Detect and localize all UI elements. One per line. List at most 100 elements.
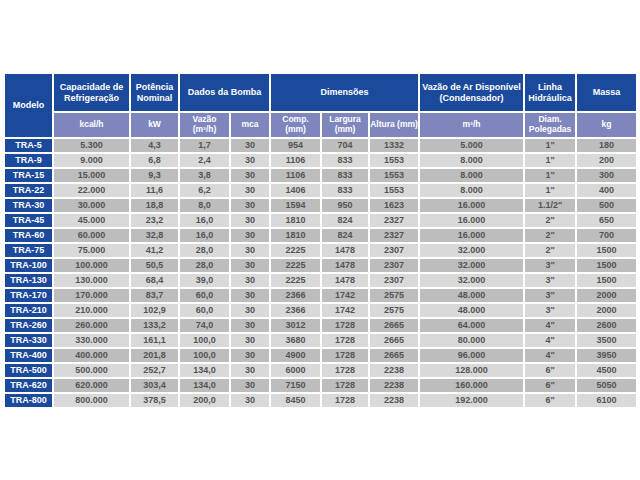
model-cell: TRA-130	[5, 274, 52, 287]
data-cell: 133,2	[131, 319, 178, 332]
data-cell: 32.000	[420, 274, 523, 287]
data-cell: 74,0	[180, 319, 229, 332]
data-cell: 9.000	[54, 154, 129, 167]
model-cell: TRA-620	[5, 379, 52, 392]
data-cell: 5050	[577, 379, 636, 392]
table-row: TRA-330330.000161,1100,03036801728266580…	[5, 334, 636, 347]
data-cell: 170.000	[54, 289, 129, 302]
data-cell: 30.000	[54, 199, 129, 212]
data-cell: 400.000	[54, 349, 129, 362]
data-cell: 2"	[525, 244, 575, 257]
data-cell: 134,0	[180, 364, 229, 377]
data-cell: 6"	[525, 379, 575, 392]
data-cell: 2,4	[180, 154, 229, 167]
data-cell: 2238	[370, 394, 418, 407]
data-cell: 2225	[271, 244, 320, 257]
data-cell: 4,3	[131, 139, 178, 152]
col-header-potencia: Potência Nominal	[131, 74, 178, 111]
data-cell: 824	[322, 214, 368, 227]
data-cell: 2225	[271, 274, 320, 287]
data-cell: 1106	[271, 169, 320, 182]
unit-kw: kW	[131, 113, 178, 137]
unit-kcal: kcal/h	[54, 113, 129, 137]
data-cell: 30	[231, 319, 269, 332]
table-row: TRA-400400.000201,8100,03049001728266596…	[5, 349, 636, 362]
data-cell: 30	[231, 394, 269, 407]
data-cell: 400	[577, 184, 636, 197]
data-cell: 180	[577, 139, 636, 152]
table-row: TRA-170170.00083,760,03023661742257548.0…	[5, 289, 636, 302]
data-cell: 824	[322, 229, 368, 242]
data-cell: 200	[577, 154, 636, 167]
table-row: TRA-260260.000133,274,03030121728266564.…	[5, 319, 636, 332]
data-cell: 6,2	[180, 184, 229, 197]
data-cell: 30	[231, 154, 269, 167]
unit-ar-m3h: m³/h	[420, 113, 523, 137]
data-cell: 64.000	[420, 319, 523, 332]
model-cell: TRA-260	[5, 319, 52, 332]
table-row: TRA-620620.000303,4134,03071501728223816…	[5, 379, 636, 392]
data-cell: 3"	[525, 289, 575, 302]
data-cell: 1810	[271, 214, 320, 227]
data-cell: 16,0	[180, 214, 229, 227]
col-header-dimensoes: Dimensões	[271, 74, 418, 111]
data-cell: 4"	[525, 349, 575, 362]
data-cell: 833	[322, 184, 368, 197]
data-cell: 201,8	[131, 349, 178, 362]
table-row: TRA-55.3004,31,73095470413325.0001"180	[5, 139, 636, 152]
model-cell: TRA-75	[5, 244, 52, 257]
data-cell: 192.000	[420, 394, 523, 407]
data-cell: 833	[322, 169, 368, 182]
data-cell: 32.000	[420, 244, 523, 257]
data-cell: 1"	[525, 169, 575, 182]
table-row: TRA-1515.0009,33,830110683315538.0001"30…	[5, 169, 636, 182]
data-cell: 30	[231, 274, 269, 287]
data-cell: 3500	[577, 334, 636, 347]
data-cell: 1553	[370, 154, 418, 167]
model-cell: TRA-210	[5, 304, 52, 317]
header-row-units: kcal/h kW Vazão (m³/h) mca Comp. (mm) La…	[5, 113, 636, 137]
data-cell: 1623	[370, 199, 418, 212]
data-cell: 102,9	[131, 304, 178, 317]
data-cell: 6"	[525, 364, 575, 377]
data-cell: 1742	[322, 304, 368, 317]
data-cell: 3,8	[180, 169, 229, 182]
data-cell: 30	[231, 379, 269, 392]
table-body: TRA-55.3004,31,73095470413325.0001"180 TR…	[5, 139, 636, 407]
data-cell: 100,0	[180, 349, 229, 362]
data-cell: 2600	[577, 319, 636, 332]
table-row: TRA-6060.00032,816,0301810824232716.0002…	[5, 229, 636, 242]
data-cell: 160.000	[420, 379, 523, 392]
unit-altura: Altura (mm)	[370, 113, 418, 137]
data-cell: 1728	[322, 349, 368, 362]
data-cell: 2000	[577, 304, 636, 317]
data-cell: 5.300	[54, 139, 129, 152]
header-row-groups: Modelo Capacidade de Refrigeração Potênc…	[5, 74, 636, 111]
table-row: TRA-130130.00068,439,03022251478230732.0…	[5, 274, 636, 287]
data-cell: 30	[231, 244, 269, 257]
col-header-massa: Massa	[577, 74, 636, 111]
data-cell: 30	[231, 259, 269, 272]
data-cell: 330.000	[54, 334, 129, 347]
data-cell: 1478	[322, 259, 368, 272]
data-cell: 1500	[577, 274, 636, 287]
data-cell: 1106	[271, 154, 320, 167]
data-cell: 39,0	[180, 274, 229, 287]
data-cell: 800.000	[54, 394, 129, 407]
data-cell: 30	[231, 169, 269, 182]
data-cell: 28,0	[180, 259, 229, 272]
data-cell: 620.000	[54, 379, 129, 392]
model-cell: TRA-60	[5, 229, 52, 242]
data-cell: 1478	[322, 244, 368, 257]
model-cell: TRA-500	[5, 364, 52, 377]
data-cell: 300	[577, 169, 636, 182]
data-cell: 1553	[370, 184, 418, 197]
data-cell: 500.000	[54, 364, 129, 377]
data-cell: 100.000	[54, 259, 129, 272]
data-cell: 2575	[370, 304, 418, 317]
data-cell: 128.000	[420, 364, 523, 377]
data-cell: 2665	[370, 334, 418, 347]
data-cell: 4900	[271, 349, 320, 362]
data-cell: 2307	[370, 274, 418, 287]
model-cell: TRA-22	[5, 184, 52, 197]
